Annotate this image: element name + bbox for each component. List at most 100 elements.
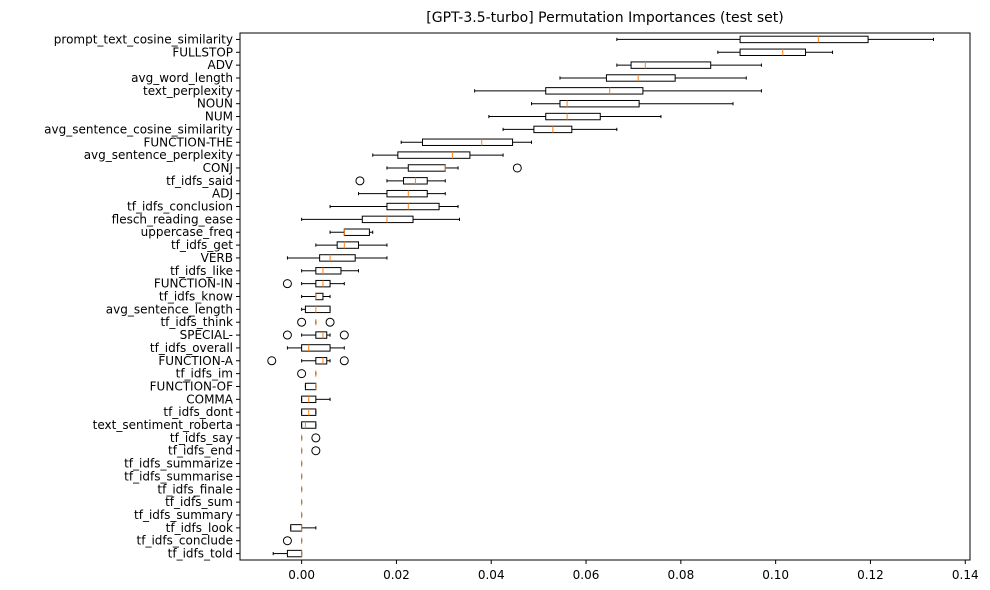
outlier-point <box>282 536 292 546</box>
x-tick-label: 0.02 <box>383 568 410 582</box>
iqr-box <box>605 74 676 82</box>
iqr-box <box>386 202 440 211</box>
iqr-box <box>545 112 601 121</box>
boxplot-2 <box>616 61 762 69</box>
boxplot-14 <box>301 215 460 224</box>
y-tick-label: tf_idfs_end <box>168 444 233 458</box>
outlier-point <box>339 330 349 340</box>
boxplot-5 <box>531 99 734 108</box>
iqr-box <box>407 164 446 172</box>
boxplot-9 <box>372 151 504 159</box>
y-tick-label: tf_idfs_summary <box>134 508 233 522</box>
y-tick-label: avg_sentence_cosine_similarity <box>44 122 233 136</box>
iqr-box <box>319 254 356 262</box>
y-tick-label: NOUN <box>197 97 233 111</box>
y-tick-label: tf_idfs_think <box>160 315 233 329</box>
boxplot-30 <box>301 421 317 429</box>
iqr-box <box>286 549 303 558</box>
boxplot-7 <box>502 125 618 134</box>
y-tick-label: tf_idfs_finale <box>157 482 233 496</box>
y-tick-label: NUM <box>205 110 233 124</box>
outlier-point <box>267 356 277 366</box>
boxplot-38 <box>290 524 317 532</box>
y-tick-label: tf_idfs_say <box>170 431 233 445</box>
y-tick-label: tf_idfs_told <box>168 547 233 561</box>
y-tick-label: CONJ <box>203 161 233 175</box>
iqr-box <box>304 305 331 314</box>
boxplot-8 <box>400 138 533 146</box>
iqr-box <box>315 331 328 339</box>
outlier-point <box>282 330 292 340</box>
outlier-point <box>297 317 307 327</box>
boxplot-29 <box>301 408 317 416</box>
y-tick-label: avg_sentence_perplexity <box>84 148 233 162</box>
boxplot-1 <box>717 48 834 56</box>
boxplot-22 <box>297 317 335 327</box>
boxplot-23 <box>282 330 349 340</box>
iqr-box <box>301 344 331 352</box>
boxplot-15 <box>329 228 374 236</box>
boxplot-group <box>267 35 934 558</box>
x-tick-label: 0.10 <box>762 568 789 582</box>
iqr-box <box>304 382 317 391</box>
boxplot-18 <box>301 267 360 275</box>
outlier-point <box>282 279 292 289</box>
y-tick-label: FUNCTION-OF <box>150 379 233 393</box>
iqr-box <box>315 267 342 275</box>
x-tick-label: 0.08 <box>667 568 694 582</box>
y-tick-label: tf_idfs_get <box>171 238 233 252</box>
boxplot-28 <box>301 395 331 404</box>
x-tick-label: 0.04 <box>478 568 505 582</box>
boxplot-11 <box>355 176 446 186</box>
plot-frame <box>239 32 971 561</box>
boxplot-31 <box>301 433 321 443</box>
outlier-point <box>311 446 321 456</box>
iqr-box <box>336 241 360 249</box>
y-tick-label: tf_idfs_conclude <box>137 534 233 548</box>
y-tick-label: tf_idfs_said <box>166 174 233 188</box>
boxplot-25 <box>267 356 349 366</box>
boxplot-13 <box>329 202 459 211</box>
y-tick-label: prompt_text_cosine_similarity <box>54 32 233 46</box>
y-tick-label: avg_word_length <box>131 71 233 85</box>
iqr-box <box>397 151 471 159</box>
y-tick-label: tf_idfs_like <box>170 264 233 278</box>
outlier-point <box>512 163 522 173</box>
boxplot-10 <box>386 163 522 173</box>
outlier-point <box>355 176 365 186</box>
y-tick-label: tf_idfs_look <box>166 521 233 535</box>
boxplot-27 <box>304 382 317 391</box>
boxplot-26 <box>297 369 317 379</box>
iqr-box <box>630 61 712 69</box>
iqr-box <box>739 48 807 56</box>
iqr-box <box>315 292 324 301</box>
feature-labels: prompt_text_cosine_similarityFULLSTOPADV… <box>44 32 240 561</box>
iqr-box <box>290 524 303 532</box>
iqr-box <box>315 357 328 365</box>
y-tick-label: ADJ <box>212 187 233 201</box>
y-tick-label: tf_idfs_summarize <box>124 457 233 471</box>
y-tick-label: tf_idfs_know <box>159 290 233 304</box>
y-tick-label: FUNCTION-THE <box>144 135 234 149</box>
boxplot-19 <box>282 279 345 289</box>
y-tick-label: uppercase_freq <box>141 225 233 239</box>
x-tick-label: 0.06 <box>573 568 600 582</box>
y-tick-label: FUNCTION-A <box>158 354 233 368</box>
y-tick-label: avg_sentence_length <box>106 302 233 316</box>
y-tick-label: tf_idfs_conclusion <box>127 200 233 214</box>
y-tick-label: tf_idfs_summarise <box>124 469 233 483</box>
boxplot-16 <box>315 241 388 249</box>
y-tick-label: tf_idfs_im <box>176 367 233 381</box>
boxplot-24 <box>286 344 345 352</box>
boxplot-21 <box>301 305 331 314</box>
x-tick-label: 0.12 <box>857 568 884 582</box>
y-tick-label: tf_idfs_sum <box>165 495 233 509</box>
x-tick-label: 0.00 <box>288 568 315 582</box>
y-tick-label: SPECIAL- <box>180 328 233 342</box>
outlier-point <box>325 317 335 327</box>
y-tick-label: tf_idfs_dont <box>163 405 233 419</box>
y-tick-label: VERB <box>201 251 233 265</box>
iqr-box <box>361 215 414 224</box>
iqr-box <box>422 138 514 146</box>
